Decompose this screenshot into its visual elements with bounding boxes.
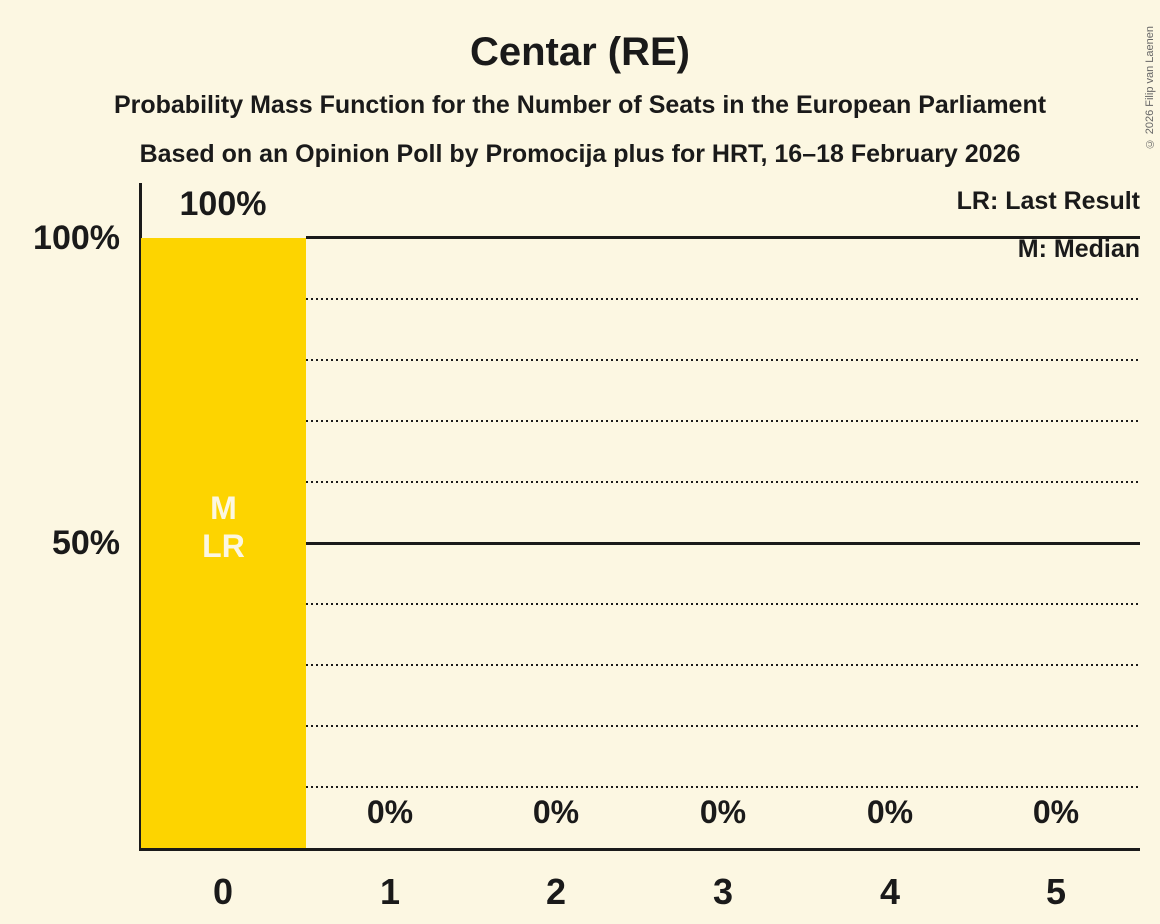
y-axis-line [139, 183, 142, 851]
bar-seat-3-value-label: 0% [699, 794, 747, 830]
x-axis-tick-3: 3 [712, 871, 734, 912]
bar-seat-4-value-label: 0% [866, 794, 914, 830]
legend-last-result: LR: Last Result [956, 187, 1140, 215]
gridline-dotted-40 [306, 603, 1140, 605]
x-axis-tick-4: 4 [879, 871, 901, 912]
x-axis-tick-5: 5 [1045, 871, 1067, 912]
legend-median: M: Median [1017, 235, 1140, 263]
x-axis-tick-0: 0 [212, 871, 234, 912]
x-axis-tick-2: 2 [545, 871, 567, 912]
bar-seat-0 [141, 238, 306, 849]
bar-seat-0-value-label: 100% [179, 185, 267, 223]
gridline-solid-50 [306, 542, 1140, 545]
median-marker: M [210, 490, 237, 526]
x-axis-tick-1: 1 [379, 871, 401, 912]
gridline-dotted-70 [306, 420, 1140, 422]
bar-seat-5-value-label: 0% [1032, 794, 1080, 830]
gridline-dotted-60 [306, 481, 1140, 483]
y-axis-tick-100: 100% [33, 219, 120, 257]
gridline-dotted-80 [306, 359, 1140, 361]
chart-subtitle-line1: Probability Mass Function for the Number… [113, 91, 1047, 119]
bar-seat-2-value-label: 0% [532, 794, 580, 830]
gridline-dotted-30 [306, 664, 1140, 666]
last-result-marker: LR [202, 528, 245, 564]
copyright-notice: © 2026 Filip van Laenen [1144, 26, 1156, 150]
x-axis-line [139, 848, 1140, 851]
gridline-dotted-20 [306, 725, 1140, 727]
gridline-solid-100 [306, 236, 1140, 239]
gridline-dotted-90 [306, 298, 1140, 300]
bar-seat-1-value-label: 0% [366, 794, 414, 830]
bar-seat-0-annotations: M LR [141, 489, 306, 565]
chart-title: Centar (RE) [469, 30, 691, 74]
y-axis-tick-50: 50% [51, 524, 120, 562]
gridline-dotted-10 [306, 786, 1140, 788]
chart-subtitle-line2: Based on an Opinion Poll by Promocija pl… [139, 140, 1021, 168]
